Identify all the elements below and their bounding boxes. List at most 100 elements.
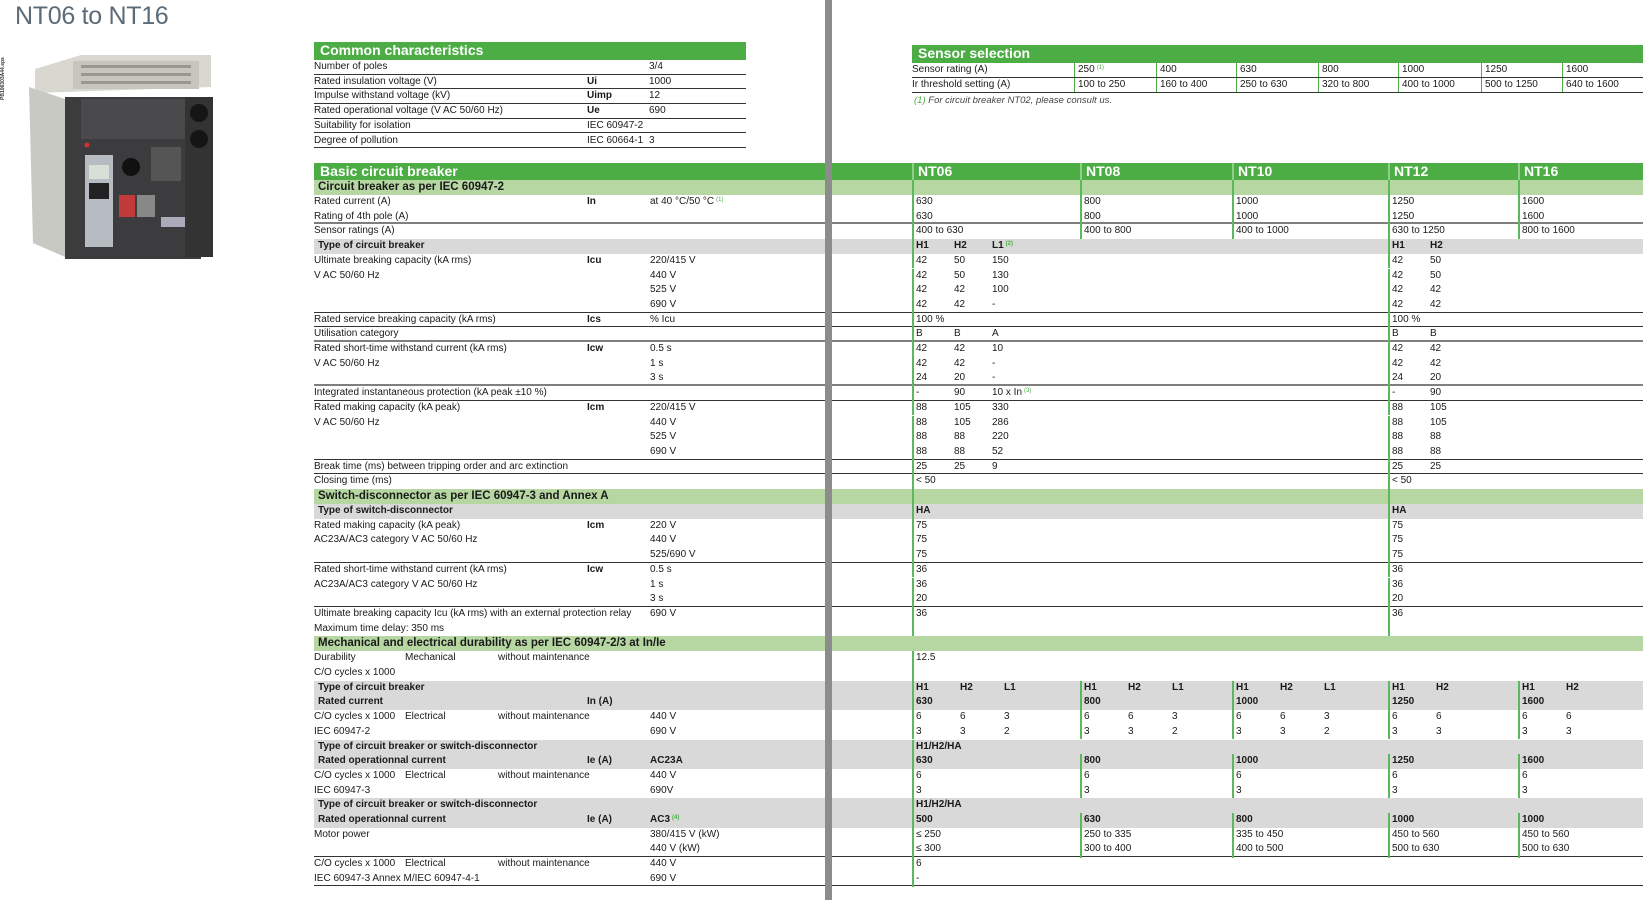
- circuit-breaker-photo: [21, 47, 221, 263]
- table-value: B: [1392, 328, 1399, 340]
- row-symbol: Ics: [587, 313, 601, 325]
- table-value: 3: [1566, 725, 1572, 737]
- row-symbol: Icw: [587, 343, 604, 354]
- column-divider: [1388, 724, 1390, 740]
- table-value: 3: [1236, 784, 1242, 796]
- table-row: V AC 50/60 Hz 440 V 42 50 130 42 50: [314, 268, 1643, 284]
- subsection-header: Circuit breaker as per IEC 60947-2: [314, 180, 1643, 195]
- table-value: 42: [954, 357, 966, 369]
- table-value: 90: [1430, 387, 1442, 399]
- table-value: 6: [916, 769, 922, 781]
- column-divider: [912, 239, 914, 254]
- table-value: 2: [1004, 725, 1010, 737]
- row-maintenance: without maintenance: [498, 769, 590, 781]
- row-label: Break time (ms) between tripping order a…: [314, 460, 569, 472]
- table-value: 42: [916, 254, 928, 266]
- table-value: 3: [1522, 784, 1528, 796]
- table-value: 2: [1324, 725, 1330, 737]
- table-value: -: [916, 387, 920, 399]
- table-value: -: [992, 372, 996, 384]
- column-divider: [1080, 842, 1082, 859]
- column-divider: [1388, 268, 1390, 284]
- table-row: Rated making capacity (kA peak) Icm 220/41…: [314, 400, 1643, 416]
- column-divider: [912, 489, 914, 504]
- row-condition: 440 V (kW): [650, 843, 701, 855]
- table-value: 1000: [1236, 696, 1259, 708]
- table-value: 20: [916, 593, 928, 605]
- row-label: Rated current: [318, 696, 384, 708]
- row-label: Rated making capacity (kA peak): [314, 519, 461, 531]
- column-divider: [912, 504, 914, 519]
- column-divider: [912, 518, 914, 534]
- column-divider: [912, 386, 914, 402]
- section-header: Basic circuit breaker NT06 NT08 NT10 NT12 NT1…: [314, 163, 1643, 180]
- column-divider: [1080, 768, 1082, 784]
- sensor-cell: 640 to 1600: [1562, 78, 1643, 92]
- footnote-ref: (1): [1096, 65, 1105, 71]
- column-divider: [1388, 356, 1390, 372]
- table-value: 6: [1522, 711, 1528, 723]
- column-divider: [1388, 680, 1390, 697]
- sensor-cell: 100 to 250: [1074, 78, 1156, 92]
- column-divider: [1518, 724, 1520, 740]
- table-value: 630 to 1250: [1392, 225, 1445, 237]
- table-value: H1/H2/HA: [916, 740, 962, 752]
- table-value: 42: [916, 269, 928, 281]
- column-divider: [912, 283, 914, 298]
- table-value: 50: [1430, 254, 1442, 266]
- table-row: 525/690 V 75 75: [314, 548, 1643, 564]
- table-value: 6: [1436, 711, 1442, 723]
- table-value: H2: [1430, 240, 1443, 252]
- row-condition: 525 V: [650, 284, 677, 296]
- table-row: Durability Mechanical without maintenance 1…: [314, 651, 1643, 666]
- table-value: 150: [992, 254, 1009, 266]
- table-value: 105: [954, 401, 971, 413]
- table-value: 20: [954, 372, 966, 384]
- type-row: Rated operationnal current Ie (A) AC3 (4) 50…: [314, 813, 1643, 828]
- table-value: H2: [954, 240, 967, 252]
- row-label: Rated current (A): [314, 196, 391, 207]
- column-divider: [1232, 783, 1234, 799]
- column-divider: [912, 666, 914, 681]
- row-maintenance: without maintenance: [498, 711, 590, 723]
- type-row: Type of circuit breaker or switch-discon…: [314, 798, 1643, 814]
- model-column-header: NT06: [918, 163, 953, 179]
- row-condition: 1 s: [650, 357, 664, 369]
- table-row: 3 s 24 20 - 24 20: [314, 371, 1643, 388]
- table-value: 400 to 500: [1236, 843, 1284, 855]
- column-divider: [1388, 504, 1390, 519]
- row-label: Impulse withstand voltage (kV): [314, 90, 451, 102]
- column-divider: [1388, 400, 1390, 416]
- row-condition: 525 V: [650, 431, 677, 443]
- row-symbol: Icm: [587, 401, 605, 413]
- row-condition: 690 V: [650, 445, 677, 457]
- table-value: 50: [954, 254, 966, 266]
- row-label: Switch-disconnector as per IEC 60947-3 a…: [318, 490, 609, 502]
- table-value-text: 10 x In: [992, 387, 1023, 399]
- sensor-cell: 1250: [1481, 63, 1562, 77]
- table-value: -: [916, 872, 920, 884]
- table-value: L1: [1172, 681, 1184, 693]
- table-value: A: [992, 328, 999, 340]
- table-value-text: L1: [992, 240, 1004, 252]
- table-value: 6: [1566, 711, 1572, 723]
- column-divider: [1232, 695, 1234, 711]
- model-column-header: NT16: [1524, 163, 1559, 179]
- column-divider: [1232, 710, 1234, 725]
- table-value: 52: [992, 445, 1004, 457]
- table-value: ≤ 250: [916, 828, 941, 840]
- table-value: < 50: [1392, 475, 1412, 487]
- row-label: Mechanical and electrical durability as …: [318, 637, 666, 650]
- table-value: 42: [954, 298, 966, 310]
- table-value: 3: [1128, 725, 1134, 737]
- table-value: 130: [992, 269, 1009, 281]
- row-label: Circuit breaker as per IEC 60947-2: [318, 181, 505, 193]
- table-value: 1000: [1522, 814, 1545, 825]
- column-divider: [1388, 474, 1390, 489]
- row-condition: 690 V: [650, 298, 677, 310]
- column-divider: [1232, 842, 1234, 859]
- table-value: 6: [1392, 769, 1398, 781]
- table-value: 6: [1128, 711, 1134, 723]
- table-value: 42: [1430, 357, 1442, 369]
- table-value: 12.5: [916, 652, 936, 664]
